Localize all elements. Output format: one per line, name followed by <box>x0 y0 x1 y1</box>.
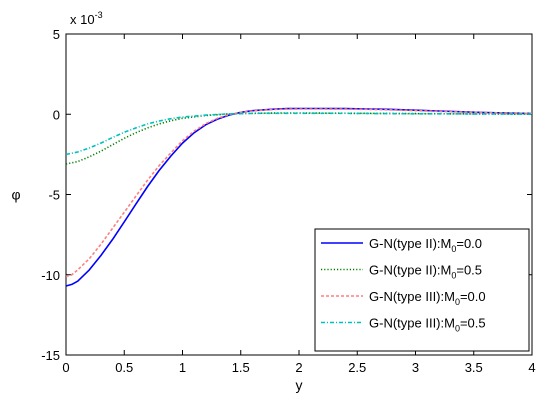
x-axis-label: y <box>296 377 303 393</box>
series-layer <box>65 107 533 287</box>
x-tick-label: 2.5 <box>348 360 366 375</box>
x-tick-label: 0 <box>62 360 69 375</box>
x-tick-label: 3 <box>412 360 419 375</box>
x-tick-label: 4 <box>528 360 535 375</box>
x-tick-label: 1 <box>179 360 186 375</box>
x-tick-label: 0.5 <box>115 360 133 375</box>
legend: G-N(type II):M0=0.0 G-N(type II):M0=0.5 G-… <box>314 228 530 352</box>
legend-label-3: G-N(type III):M0=0.0 <box>369 289 486 307</box>
x-tick-label: 2 <box>295 360 302 375</box>
y-tick-label: -15 <box>41 348 60 363</box>
legend-box <box>314 228 530 352</box>
y-tick-label: -10 <box>41 268 60 283</box>
y-tick-label: -5 <box>48 188 60 203</box>
series-line-3 <box>65 108 533 278</box>
x-tick-label: 3.5 <box>465 360 483 375</box>
y-exponent-label: x 10-3 <box>70 10 103 27</box>
y-tick-label: 0 <box>53 107 60 122</box>
axis-ticks: 0 0.5 1 1.5 2 2.5 3 3.5 4 -15 -10 -5 0 5 <box>41 27 535 375</box>
legend-label-4: G-N(type III):M0=0.5 <box>369 316 486 334</box>
legend-label-1: G-N(type II):M0=0.0 <box>369 236 482 254</box>
legend-label-2: G-N(type II):M0=0.5 <box>369 263 482 281</box>
y-tick-label: 5 <box>53 27 60 42</box>
x-tick-label: 1.5 <box>232 360 250 375</box>
y-axis-label: φ <box>11 187 20 203</box>
series-line-4 <box>65 112 533 156</box>
